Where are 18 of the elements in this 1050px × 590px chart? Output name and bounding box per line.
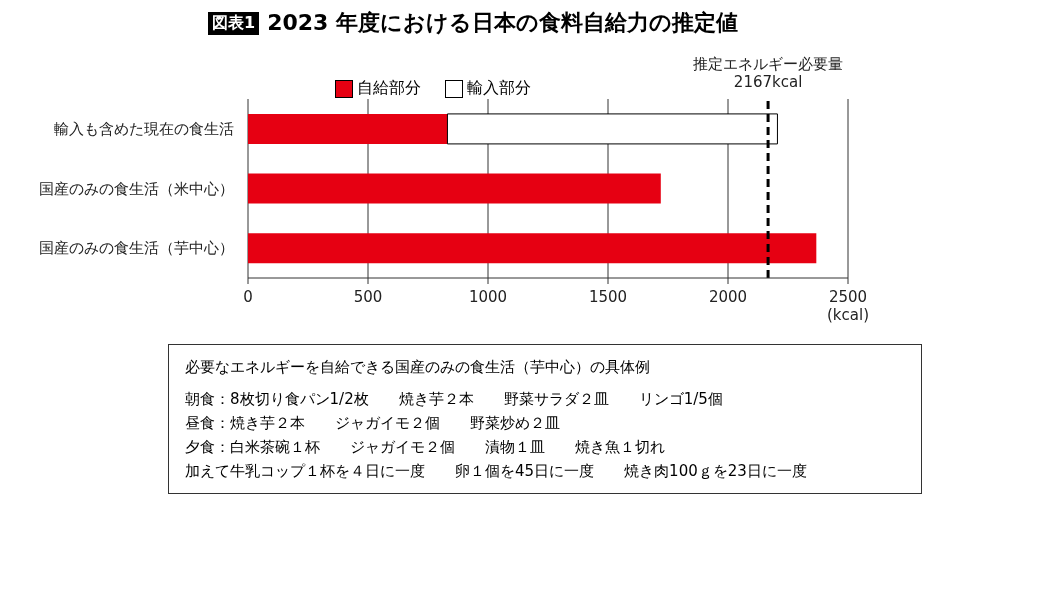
x-tick-label: 1500 (588, 288, 628, 306)
ref-line-label: 推定エネルギー必要量 2167kcal (693, 55, 844, 91)
x-tick-label: 2000 (708, 288, 748, 306)
text-box: 必要なエネルギーを自給できる国産のみの食生活（芋中心）の具体例 朝食：8枚切り食パン1/2枚 焼き芋２本 野菜サラダ２皿 リンゴ1/5個 昼食：焼き芋２本 ジャガイモ２個 野菜炒め２皿 夕食：白米茶碗１杯 ジャガイモ２個 漬物１皿 焼き魚１切れ 加えて牛乳コップ１杯を４日に一度 卵１個を45日に一度 焼き肉100ｇを23日に一度 (168, 344, 922, 494)
y-tick-label: 国産のみの食生活（芋中心） (39, 239, 234, 258)
bar (248, 173, 661, 204)
x-tick-label: 500 (353, 288, 383, 306)
bar (248, 233, 817, 264)
legend-label: 輸入部分 (466, 78, 531, 99)
y-tick-label: 国産のみの食生活（米中心） (39, 179, 234, 198)
x-tick-label: 2500 (kcal) (827, 288, 869, 324)
x-tick-label: 0 (243, 288, 253, 306)
x-tick-label: 1000 (468, 288, 508, 306)
text: 図表1 (208, 11, 260, 35)
legend-label: 自給部分 (356, 78, 421, 99)
y-tick-label: 輸入も含めた現在の食生活 (54, 119, 234, 138)
chart-title: 2023 年度における日本の食料自給力の推定値 (267, 9, 739, 37)
bar (248, 113, 448, 144)
